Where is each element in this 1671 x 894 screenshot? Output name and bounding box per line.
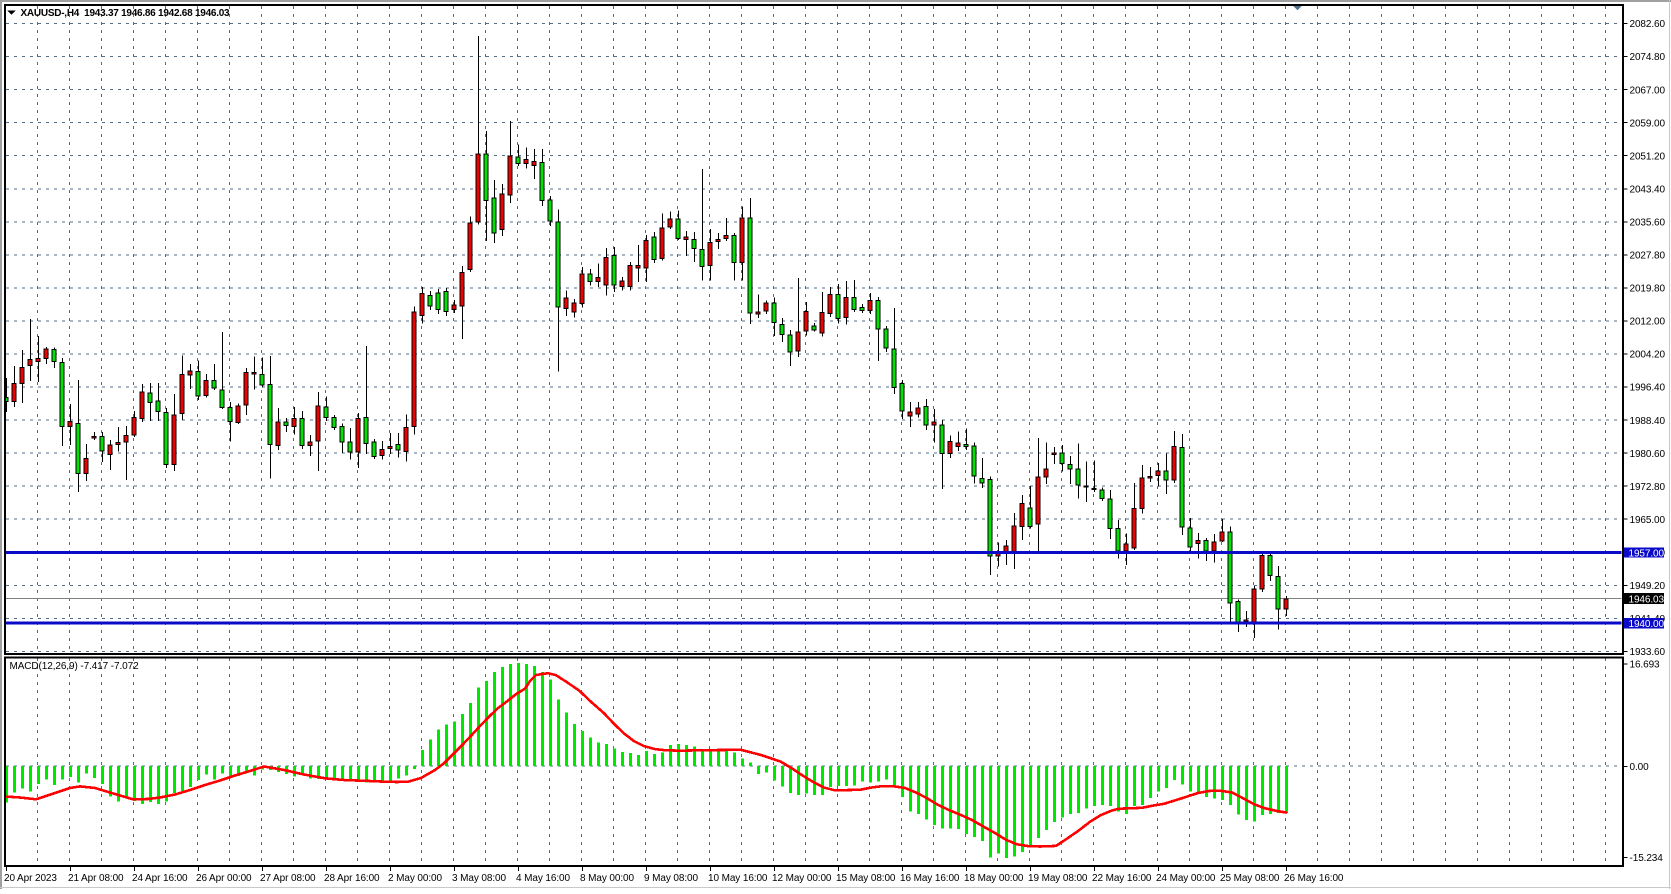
svg-text:4 May 16:00: 4 May 16:00 [516,873,570,884]
svg-text:2082.60: 2082.60 [1630,19,1666,30]
svg-text:2012.00: 2012.00 [1630,317,1666,328]
svg-text:1996.40: 1996.40 [1630,383,1666,394]
svg-text:15 May 08:00: 15 May 08:00 [836,873,896,884]
svg-text:24 May 00:00: 24 May 00:00 [1156,873,1216,884]
svg-text:2 May 00:00: 2 May 00:00 [388,873,442,884]
svg-text:0.00: 0.00 [1630,762,1650,773]
svg-text:1940.00: 1940.00 [1629,619,1665,630]
svg-text:22 May 16:00: 22 May 16:00 [1092,873,1152,884]
svg-text:1988.40: 1988.40 [1630,416,1666,427]
svg-text:26 May 16:00: 26 May 16:00 [1284,873,1344,884]
svg-text:12 May 00:00: 12 May 00:00 [772,873,832,884]
svg-text:1965.00: 1965.00 [1630,515,1666,526]
svg-text:1949.20: 1949.20 [1630,581,1666,592]
svg-text:16 May 16:00: 16 May 16:00 [900,873,960,884]
svg-text:2035.60: 2035.60 [1630,218,1666,229]
svg-text:10 May 16:00: 10 May 16:00 [708,873,768,884]
svg-text:19 May 08:00: 19 May 08:00 [1028,873,1088,884]
svg-text:20 Apr 2023: 20 Apr 2023 [4,873,57,884]
svg-text:1933.60: 1933.60 [1630,647,1666,658]
svg-text:1972.80: 1972.80 [1630,482,1666,493]
svg-text:21 Apr 08:00: 21 Apr 08:00 [68,873,124,884]
svg-text:3 May 08:00: 3 May 08:00 [452,873,506,884]
svg-text:18 May 00:00: 18 May 00:00 [964,873,1024,884]
svg-text:MACD(12,26,9) -7.417 -7.072: MACD(12,26,9) -7.417 -7.072 [10,661,140,672]
svg-text:1980.60: 1980.60 [1630,449,1666,460]
svg-text:2059.00: 2059.00 [1630,118,1666,129]
svg-text:2067.00: 2067.00 [1630,85,1666,96]
svg-text:26 Apr 00:00: 26 Apr 00:00 [196,873,252,884]
svg-text:1946.03: 1946.03 [1629,594,1665,605]
svg-text:28 Apr 16:00: 28 Apr 16:00 [324,873,380,884]
svg-text:XAUUSD-,H4 1943.37 1946.86 19: XAUUSD-,H4 1943.37 1946.86 1942.68 1946.… [21,8,231,19]
svg-text:1957.00: 1957.00 [1629,548,1665,559]
svg-text:-15.234: -15.234 [1630,853,1664,864]
svg-text:24 Apr 16:00: 24 Apr 16:00 [132,873,188,884]
svg-text:27 Apr 08:00: 27 Apr 08:00 [260,873,316,884]
svg-text:25 May 08:00: 25 May 08:00 [1220,873,1280,884]
svg-text:2074.80: 2074.80 [1630,52,1666,63]
svg-text:2043.40: 2043.40 [1630,184,1666,195]
svg-text:2051.20: 2051.20 [1630,151,1666,162]
svg-text:2004.20: 2004.20 [1630,350,1666,361]
svg-text:8 May 00:00: 8 May 00:00 [580,873,634,884]
svg-text:16.693: 16.693 [1630,660,1661,671]
svg-text:2027.80: 2027.80 [1630,251,1666,262]
svg-text:2019.80: 2019.80 [1630,284,1666,295]
svg-text:9 May 08:00: 9 May 08:00 [644,873,698,884]
